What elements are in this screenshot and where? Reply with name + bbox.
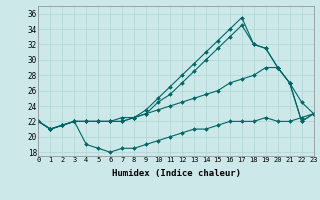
X-axis label: Humidex (Indice chaleur): Humidex (Indice chaleur) — [111, 169, 241, 178]
